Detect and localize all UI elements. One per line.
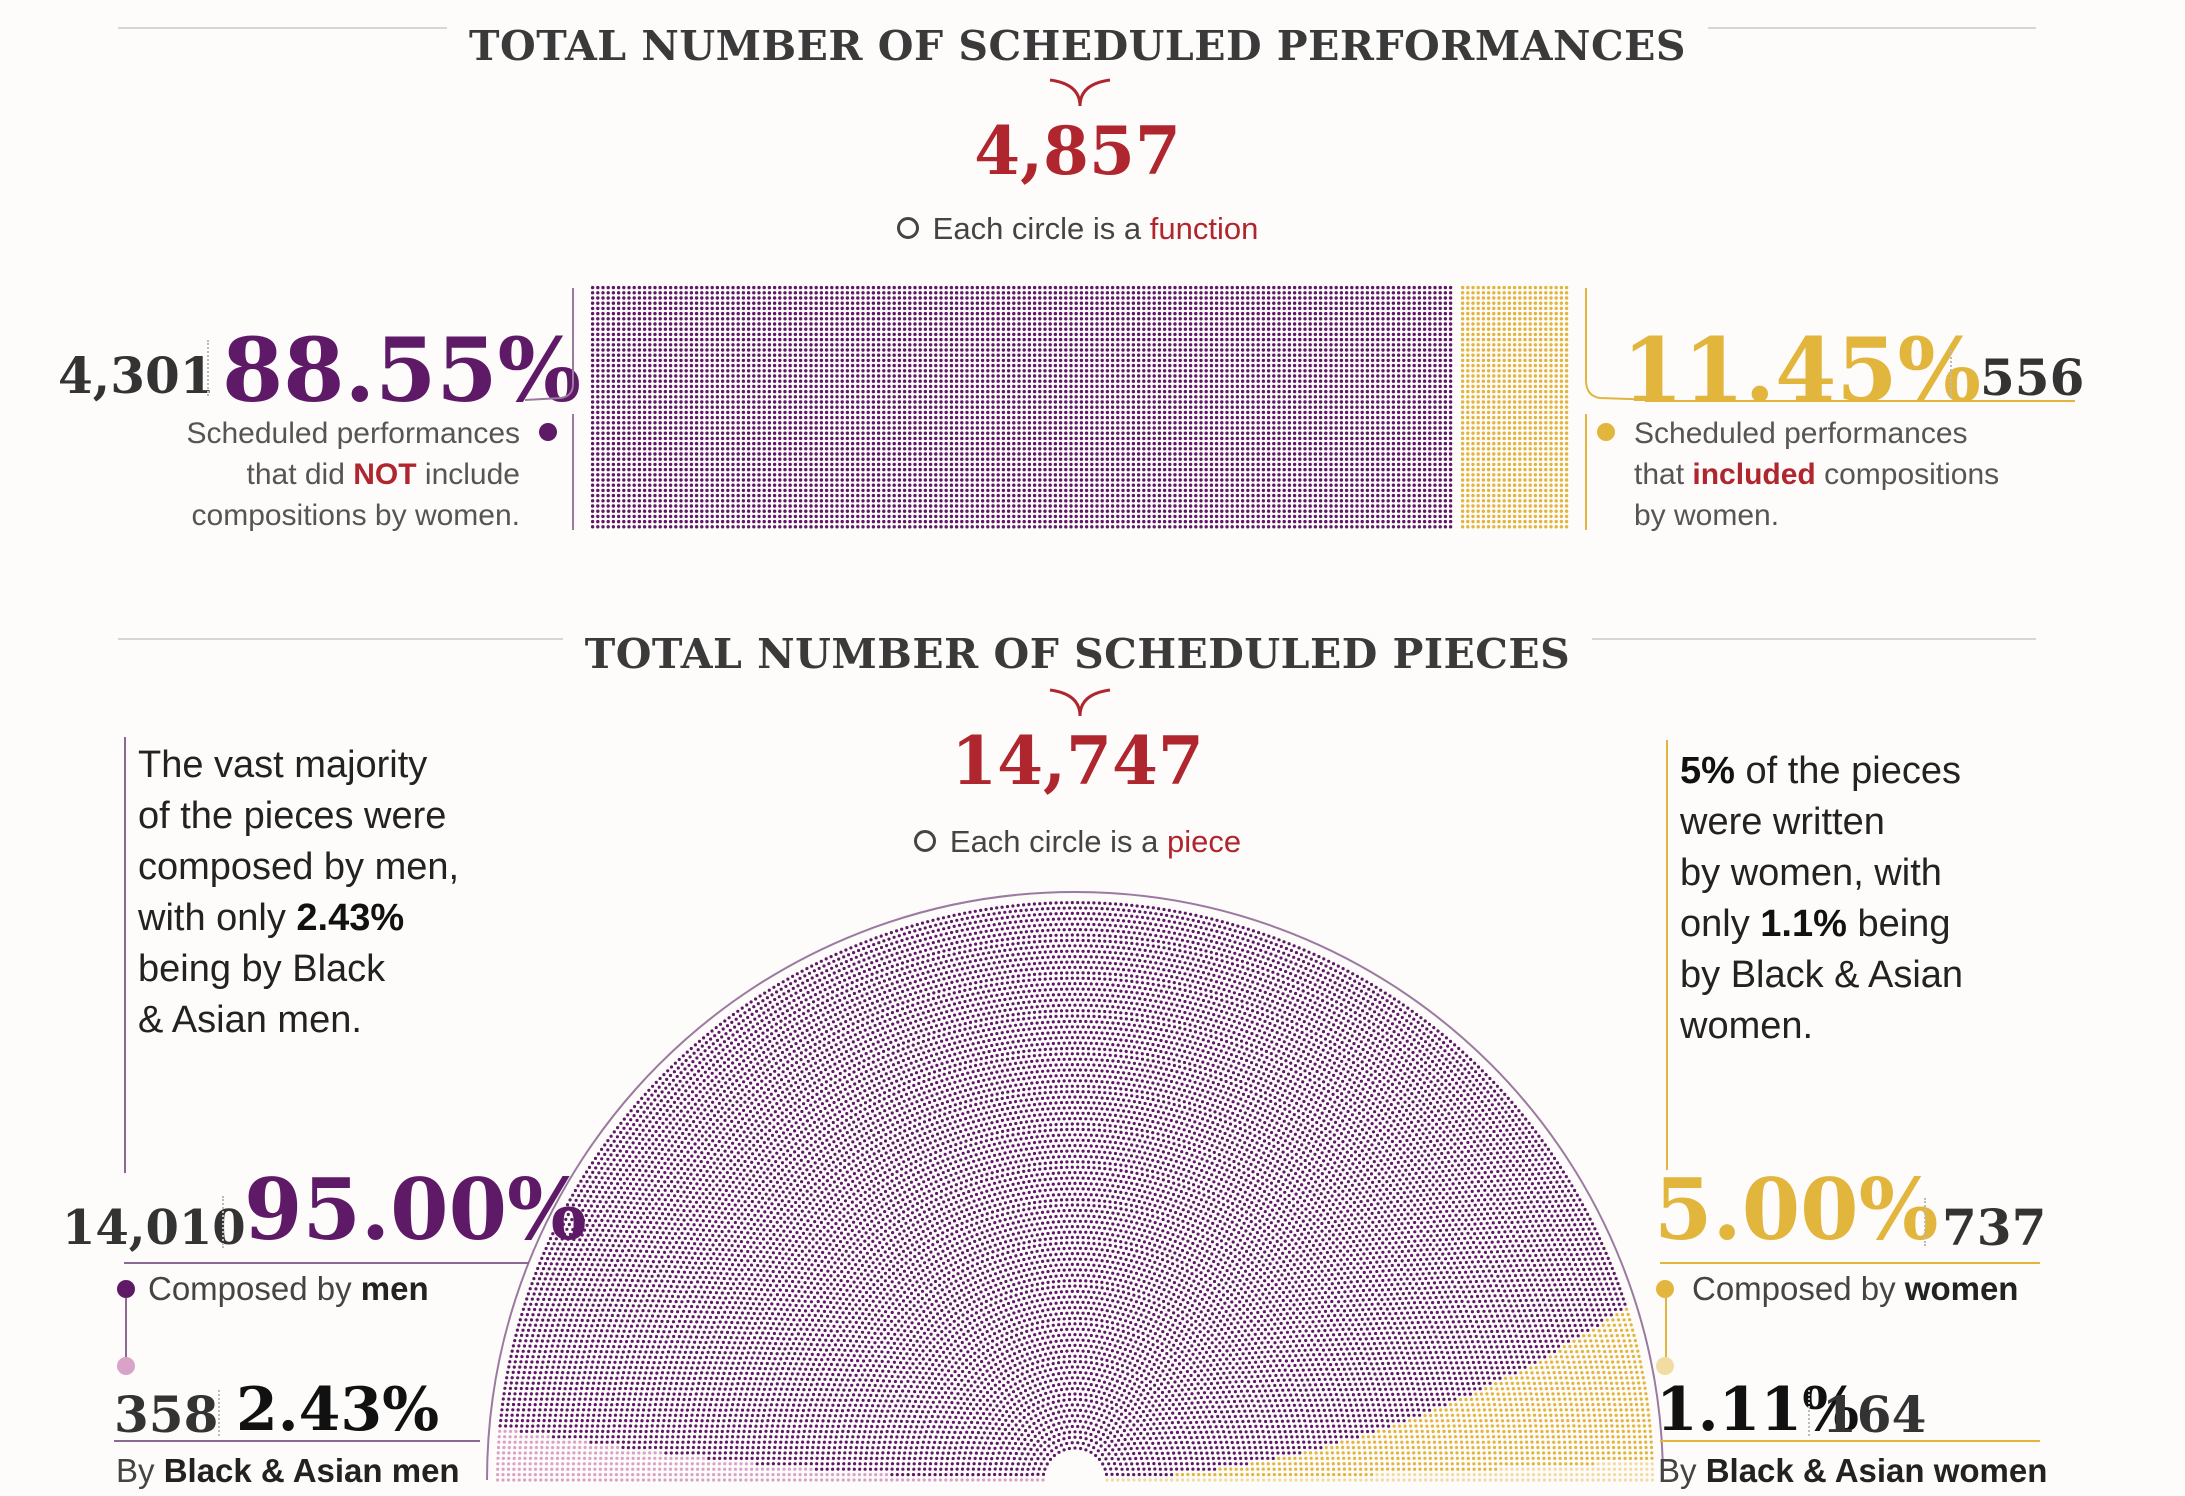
gold-dot-icon bbox=[1656, 1280, 1674, 1298]
separator bbox=[222, 1196, 226, 1248]
underline bbox=[114, 1440, 480, 1442]
women-count: 556 bbox=[1980, 348, 2085, 407]
connector-line bbox=[125, 1298, 127, 1364]
women-label: Composed by women bbox=[1692, 1270, 2019, 1307]
purple-dot-icon bbox=[117, 1280, 135, 1298]
separator bbox=[1808, 1390, 1812, 1436]
pieces-title: TOTAL NUMBER OF SCHEDULED PIECES bbox=[0, 630, 2155, 678]
ba-women-percent: 1.11% bbox=[1656, 1375, 1860, 1445]
performances-total: 4,857 bbox=[974, 112, 1181, 190]
separator bbox=[207, 340, 211, 396]
pieces-legend: Each circle is a piece bbox=[0, 824, 2155, 860]
women-pieces-percent: 5.00% bbox=[1654, 1160, 1939, 1259]
circle-icon bbox=[913, 829, 936, 852]
circle-icon bbox=[896, 216, 919, 239]
not-women-count: 4,301 bbox=[58, 346, 215, 405]
light-gold-dot-icon bbox=[1656, 1357, 1674, 1375]
performances-title: TOTAL NUMBER OF SCHEDULED PERFORMANCES bbox=[0, 22, 2155, 70]
men-note: The vast majority of the pieces were com… bbox=[138, 744, 460, 1041]
performances-waffle-chart bbox=[590, 285, 1569, 529]
women-percent: 11.45% bbox=[1622, 318, 1982, 422]
separator bbox=[1950, 350, 1954, 398]
chevron-down-icon bbox=[1049, 78, 1111, 107]
underline bbox=[1660, 1262, 2040, 1264]
pieces-total: 14,747 bbox=[951, 722, 1204, 800]
pink-dot-icon bbox=[117, 1357, 135, 1375]
connector-line bbox=[1665, 1298, 1667, 1364]
connector-line bbox=[525, 288, 574, 530]
not-women-description: Scheduled performances that did NOT incl… bbox=[186, 417, 520, 532]
underline bbox=[124, 1262, 529, 1264]
note-rule bbox=[124, 737, 126, 1173]
ba-men-label: By Black & Asian men bbox=[116, 1452, 460, 1489]
semicircle-ba-women-dots bbox=[1105, 1462, 1654, 1482]
semicircle-men-dots bbox=[498, 901, 1627, 1477]
ba-men-percent: 2.43% bbox=[236, 1375, 440, 1445]
separator bbox=[218, 1390, 222, 1436]
underline bbox=[1645, 400, 2075, 402]
ba-women-count: 164 bbox=[1822, 1385, 1927, 1444]
underline bbox=[1660, 1440, 2040, 1442]
separator bbox=[1924, 1198, 1928, 1246]
performances-legend: Each circle is a function bbox=[0, 211, 2155, 247]
women-description: Scheduled performances that included com… bbox=[1634, 417, 2000, 532]
chevron-down-icon bbox=[1049, 688, 1111, 717]
semicircle-outline bbox=[486, 891, 1664, 1481]
women-note: 5% of the pieces were written by women, … bbox=[1680, 750, 1964, 1047]
men-count: 14,010 bbox=[62, 1200, 246, 1256]
women-pieces-count: 737 bbox=[1942, 1198, 2047, 1257]
men-label: Composed by men bbox=[148, 1270, 429, 1307]
ba-women-label: By Black & Asian women bbox=[1658, 1452, 2048, 1489]
ba-men-count: 358 bbox=[114, 1385, 219, 1444]
waffle-not-women-dots bbox=[590, 285, 1453, 529]
connector-line bbox=[1585, 288, 1660, 530]
pieces-semicircle-chart bbox=[486, 891, 1664, 1496]
semicircle-ba-men-dots bbox=[496, 1429, 1045, 1482]
center-hole bbox=[1051, 1456, 1099, 1496]
gold-dot-icon bbox=[1597, 423, 1615, 441]
purple-dot-icon bbox=[539, 423, 557, 441]
waffle-women-dots bbox=[1460, 285, 1569, 529]
not-women-percent: 88.55% bbox=[222, 318, 582, 422]
men-percent: 95.00% bbox=[244, 1160, 587, 1259]
note-rule bbox=[1666, 740, 1668, 1170]
